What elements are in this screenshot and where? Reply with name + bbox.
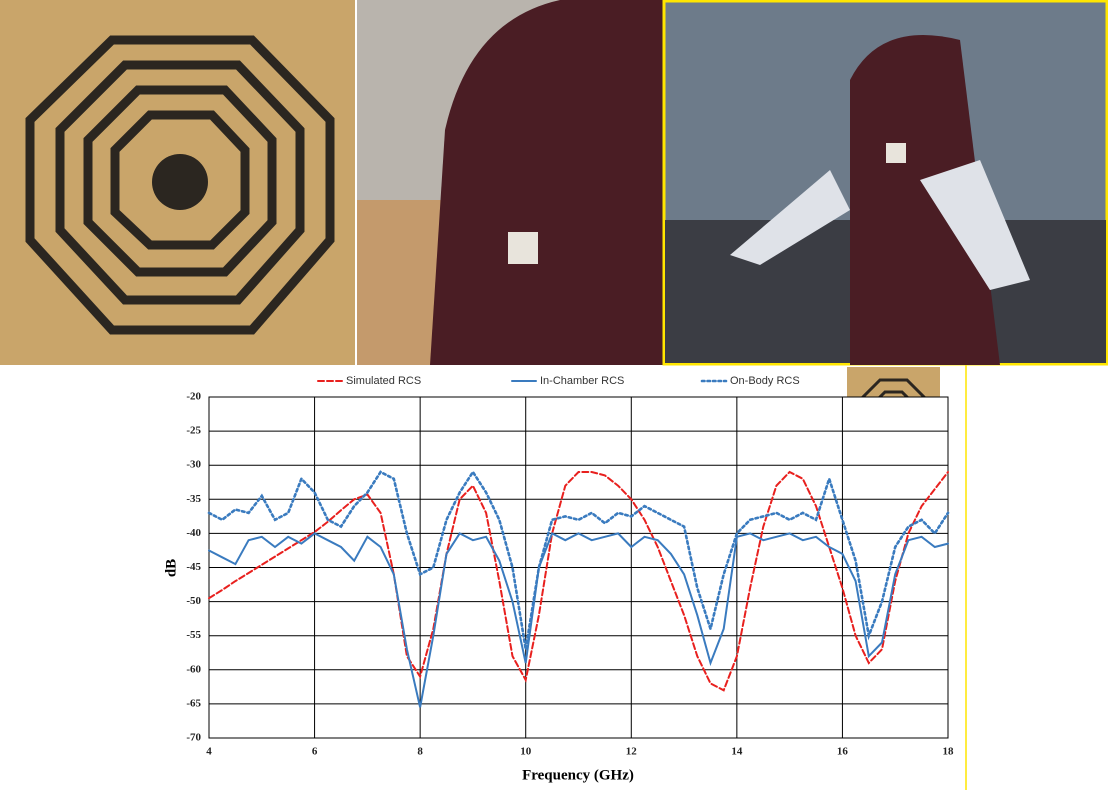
legend-label: Simulated RCS xyxy=(346,375,421,387)
photo-jacket xyxy=(430,0,663,365)
x-tick-label: 14 xyxy=(731,746,743,758)
series-line xyxy=(208,532,949,708)
y-tick-label: -65 xyxy=(186,697,201,709)
y-tick-label: -25 xyxy=(186,425,201,437)
series-line xyxy=(208,470,949,692)
y-tick-label: -55 xyxy=(186,629,201,641)
x-axis-label: Frequency (GHz) xyxy=(522,767,634,783)
series-line xyxy=(207,469,950,650)
photo-person xyxy=(850,35,1000,365)
y-axis-label: dB xyxy=(163,559,179,577)
spiral-center xyxy=(152,154,208,210)
y-tick-label: -60 xyxy=(186,663,201,675)
y-tick-label: -45 xyxy=(186,561,201,573)
y-tick-label: -40 xyxy=(186,527,201,539)
horn-antenna-left xyxy=(730,170,850,265)
horn-antenna-right xyxy=(920,160,1030,290)
legend-label: On-Body RCS xyxy=(730,375,800,387)
x-tick-label: 16 xyxy=(837,746,849,758)
x-tick-label: 18 xyxy=(943,746,955,758)
y-tick-label: -35 xyxy=(186,493,201,505)
y-tick-label: -70 xyxy=(186,732,201,744)
legend-label: In-Chamber RCS xyxy=(540,375,624,387)
photo-tag xyxy=(508,232,538,264)
x-tick-label: 8 xyxy=(417,746,423,758)
x-tick-label: 4 xyxy=(206,746,212,758)
spiral-pattern xyxy=(25,35,335,335)
x-tick-label: 10 xyxy=(520,746,532,758)
y-tick-label: -50 xyxy=(186,595,201,607)
x-tick-label: 12 xyxy=(626,746,638,758)
x-tick-label: 6 xyxy=(312,746,318,758)
photo-tag-2 xyxy=(886,143,906,163)
y-tick-label: -20 xyxy=(186,391,201,403)
y-tick-label: -30 xyxy=(186,459,201,471)
